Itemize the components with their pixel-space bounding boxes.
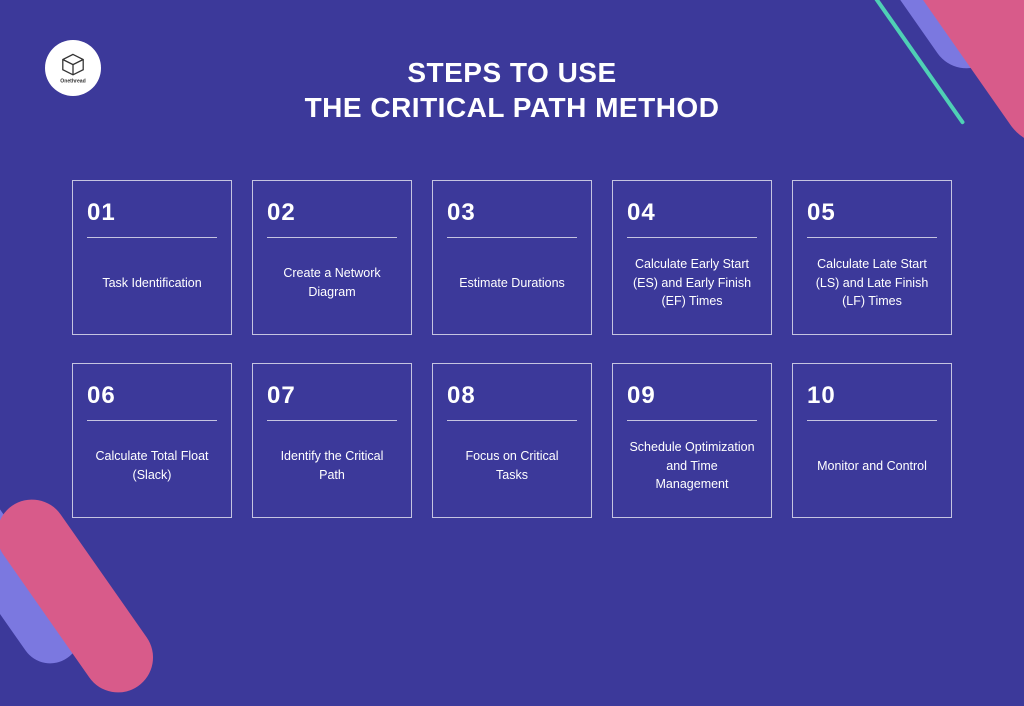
step-number: 03 bbox=[447, 199, 577, 238]
step-card-01: 01 Task Identification bbox=[72, 180, 232, 335]
step-card-10: 10 Monitor and Control bbox=[792, 363, 952, 518]
title-line-2: THE CRITICAL PATH METHOD bbox=[0, 90, 1024, 125]
step-card-09: 09 Schedule Optimization and Time Manage… bbox=[612, 363, 772, 518]
step-number: 04 bbox=[627, 199, 757, 238]
step-label: Calculate Early Start (ES) and Early Fin… bbox=[627, 238, 757, 320]
title-line-1: STEPS TO USE bbox=[0, 55, 1024, 90]
step-card-05: 05 Calculate Late Start (LS) and Late Fi… bbox=[792, 180, 952, 335]
step-label: Calculate Late Start (LS) and Late Finis… bbox=[807, 238, 937, 320]
step-card-02: 02 Create a Network Diagram bbox=[252, 180, 412, 335]
step-card-04: 04 Calculate Early Start (ES) and Early … bbox=[612, 180, 772, 335]
step-label: Create a Network Diagram bbox=[267, 238, 397, 320]
step-card-03: 03 Estimate Durations bbox=[432, 180, 592, 335]
step-label: Monitor and Control bbox=[807, 421, 937, 503]
step-number: 09 bbox=[627, 382, 757, 421]
step-card-07: 07 Identify the Critical Path bbox=[252, 363, 412, 518]
steps-grid: 01 Task Identification 02 Create a Netwo… bbox=[72, 180, 952, 518]
step-label: Focus on Critical Tasks bbox=[447, 421, 577, 503]
step-label: Estimate Durations bbox=[447, 238, 577, 320]
page-title: STEPS TO USE THE CRITICAL PATH METHOD bbox=[0, 55, 1024, 125]
step-label: Schedule Optimization and Time Managemen… bbox=[627, 421, 757, 503]
step-number: 05 bbox=[807, 199, 937, 238]
step-label: Task Identification bbox=[87, 238, 217, 320]
step-card-06: 06 Calculate Total Float (Slack) bbox=[72, 363, 232, 518]
step-label: Identify the Critical Path bbox=[267, 421, 397, 503]
step-label: Calculate Total Float (Slack) bbox=[87, 421, 217, 503]
step-number: 08 bbox=[447, 382, 577, 421]
step-number: 10 bbox=[807, 382, 937, 421]
step-number: 06 bbox=[87, 382, 217, 421]
step-number: 07 bbox=[267, 382, 397, 421]
step-card-08: 08 Focus on Critical Tasks bbox=[432, 363, 592, 518]
step-number: 01 bbox=[87, 199, 217, 238]
step-number: 02 bbox=[267, 199, 397, 238]
